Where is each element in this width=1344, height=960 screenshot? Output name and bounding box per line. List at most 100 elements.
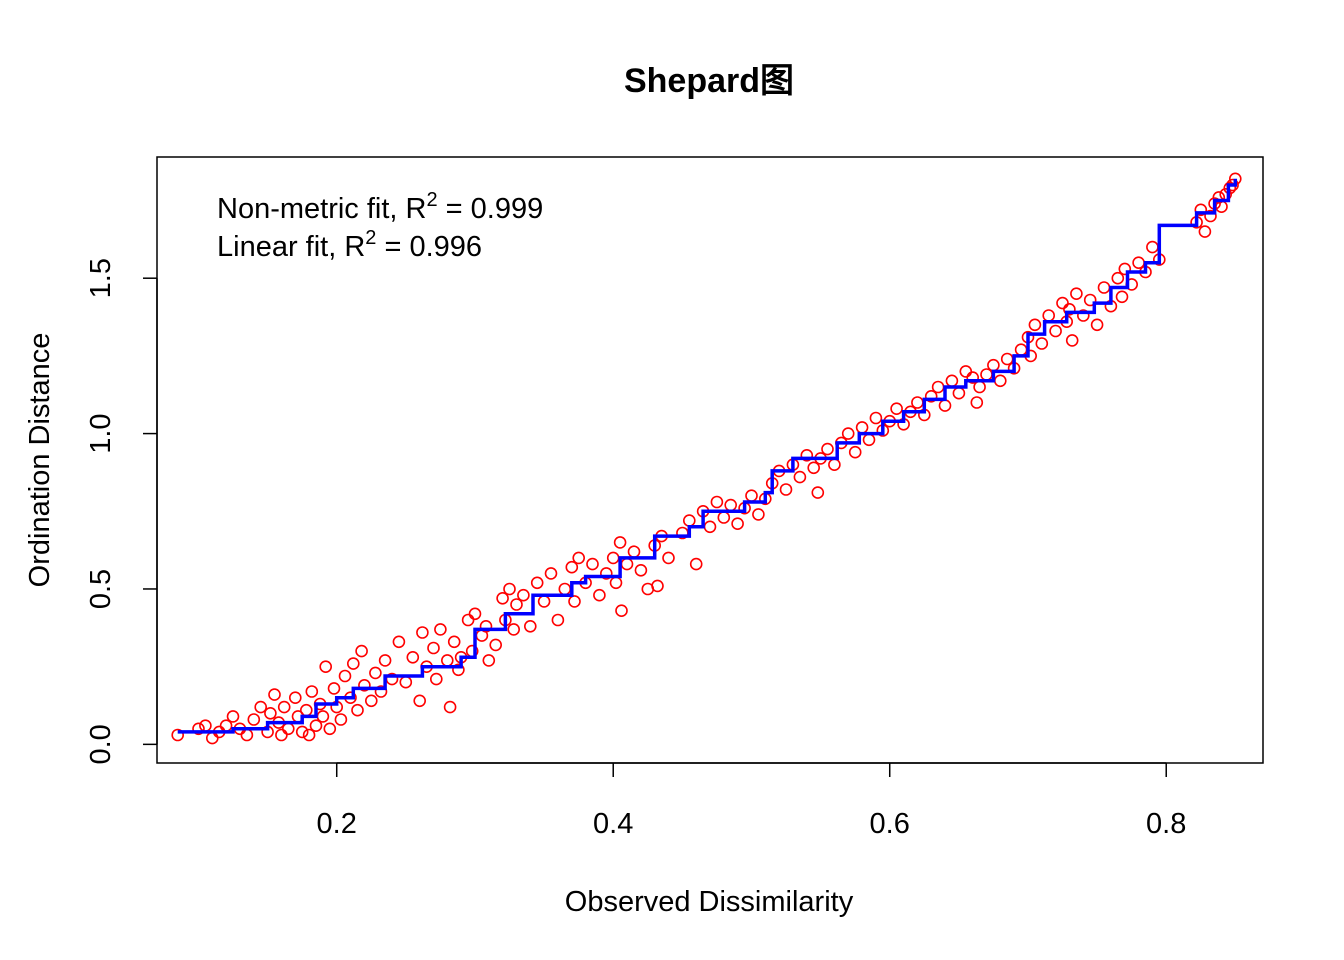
data-point bbox=[931, 380, 945, 394]
data-point bbox=[503, 582, 516, 596]
data-point bbox=[1212, 191, 1226, 204]
data-point bbox=[281, 722, 295, 736]
data-point bbox=[523, 619, 537, 633]
non-metric-fit-line bbox=[177, 178, 1238, 734]
data-point bbox=[406, 650, 420, 664]
data-point bbox=[724, 498, 738, 512]
data-point bbox=[987, 358, 1000, 372]
data-point bbox=[1115, 290, 1129, 304]
x-axis: 0.2 0.4 0.6 0.8 bbox=[317, 762, 1186, 840]
y-axis: 0.0 0.5 1.0 1.5 bbox=[85, 258, 158, 765]
data-point bbox=[862, 433, 876, 447]
data-point bbox=[479, 619, 493, 633]
data-point bbox=[689, 557, 703, 571]
data-point bbox=[1049, 324, 1062, 338]
data-point bbox=[192, 722, 205, 736]
data-point bbox=[268, 688, 281, 701]
data-point bbox=[1028, 318, 1042, 332]
data-point bbox=[627, 545, 641, 559]
y-tick-label: 1.5 bbox=[85, 258, 117, 298]
data-point bbox=[440, 654, 454, 667]
data-point bbox=[302, 728, 316, 742]
data-point bbox=[1083, 293, 1097, 307]
y-tick-label: 1.0 bbox=[85, 413, 117, 453]
data-point bbox=[779, 483, 793, 496]
data-point bbox=[1146, 240, 1159, 254]
data-point bbox=[338, 669, 352, 683]
data-point bbox=[745, 489, 758, 503]
data-point bbox=[264, 706, 277, 720]
data-point bbox=[461, 613, 475, 627]
data-point bbox=[558, 582, 572, 596]
data-point bbox=[1077, 309, 1090, 322]
data-point bbox=[517, 588, 530, 602]
data-point bbox=[1090, 318, 1104, 332]
data-point bbox=[288, 691, 302, 705]
data-point bbox=[413, 694, 427, 708]
data-point bbox=[828, 458, 841, 472]
data-point bbox=[551, 613, 565, 627]
plot-frame bbox=[156, 156, 1264, 764]
data-point bbox=[392, 635, 406, 649]
data-point bbox=[1070, 287, 1083, 301]
data-point bbox=[993, 374, 1007, 388]
legend-linear-prefix: Linear fit, R bbox=[217, 231, 365, 263]
x-tick-label: 0.2 bbox=[317, 808, 357, 840]
legend-linear-suffix: = 0.996 bbox=[376, 231, 482, 263]
data-point bbox=[1042, 309, 1055, 322]
data-point bbox=[427, 641, 440, 655]
data-point bbox=[1097, 281, 1111, 294]
data-point bbox=[346, 657, 360, 670]
data-point bbox=[682, 514, 696, 527]
data-point bbox=[1035, 337, 1049, 350]
data-point bbox=[613, 536, 627, 549]
data-point bbox=[530, 576, 544, 590]
legend-line-nonmetric: Non-metric fit, R2 = 0.999 bbox=[217, 189, 543, 225]
data-point bbox=[507, 623, 521, 636]
legend-nonmetric-suffix: = 0.999 bbox=[438, 193, 544, 225]
data-point bbox=[319, 660, 333, 674]
data-point bbox=[717, 511, 731, 524]
data-point bbox=[510, 598, 523, 611]
data-point bbox=[334, 713, 348, 726]
data-point bbox=[606, 551, 620, 565]
data-point bbox=[1056, 296, 1069, 310]
data-point bbox=[316, 710, 330, 723]
data-point bbox=[1063, 302, 1076, 316]
data-point bbox=[793, 470, 807, 484]
data-point bbox=[240, 728, 254, 742]
legend-line-linear: Linear fit, R2 = 0.996 bbox=[217, 227, 482, 263]
chart-title: Shepard图 bbox=[624, 62, 794, 100]
data-point bbox=[911, 396, 924, 409]
data-point bbox=[199, 719, 212, 733]
data-point bbox=[634, 563, 648, 577]
data-point bbox=[1204, 209, 1217, 223]
fit-step-line bbox=[177, 178, 1238, 734]
legend-linear-sup: 2 bbox=[365, 227, 376, 249]
data-point bbox=[710, 495, 724, 509]
data-point bbox=[482, 654, 496, 667]
data-point bbox=[305, 685, 319, 698]
x-tick-label: 0.8 bbox=[1146, 808, 1186, 840]
data-point bbox=[429, 672, 443, 686]
data-point bbox=[468, 607, 482, 621]
data-point bbox=[572, 551, 586, 565]
legend: Non-metric fit, R2 = 0.999 Linear fit, R… bbox=[217, 189, 543, 263]
data-point bbox=[1198, 225, 1212, 238]
data-point bbox=[206, 731, 219, 745]
data-point bbox=[973, 380, 986, 394]
data-point bbox=[966, 371, 980, 384]
data-point bbox=[970, 396, 984, 409]
data-point bbox=[800, 448, 814, 462]
data-point bbox=[959, 365, 973, 378]
data-point bbox=[295, 725, 309, 739]
data-point bbox=[565, 560, 579, 574]
data-point bbox=[952, 386, 966, 400]
data-point bbox=[807, 461, 821, 475]
data-point bbox=[821, 442, 834, 456]
data-point bbox=[496, 591, 509, 605]
data-point bbox=[752, 508, 765, 521]
data-point bbox=[299, 703, 313, 717]
data-point bbox=[731, 517, 744, 531]
